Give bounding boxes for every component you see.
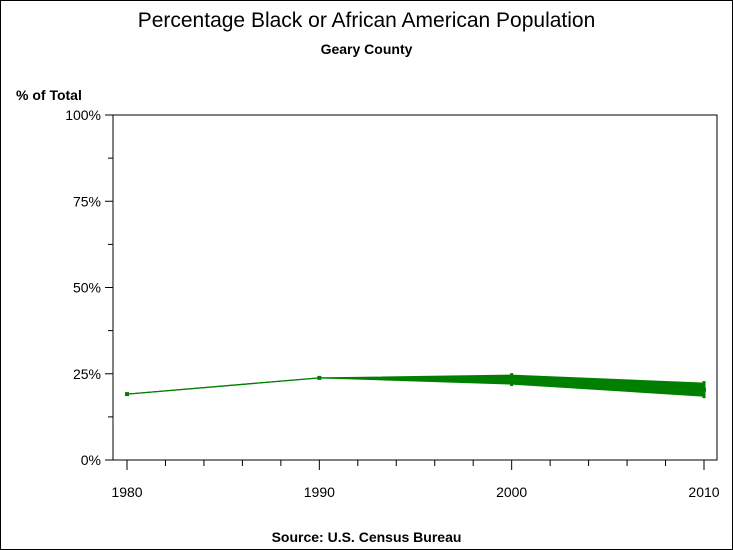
x-tick-label: 2010 <box>688 484 719 500</box>
y-tick-label: 100% <box>65 107 101 123</box>
chart-title: Percentage Black or African American Pop… <box>137 9 596 32</box>
series-line <box>126 377 705 395</box>
x-tick-label: 2000 <box>496 484 527 500</box>
chart-subtitle: Geary County <box>320 41 413 57</box>
data-point <box>125 392 129 397</box>
y-tick-label: 75% <box>73 193 101 209</box>
plot-frame <box>112 114 718 461</box>
data-point <box>317 375 322 380</box>
source-note: Source: U.S. Census Bureau <box>271 529 462 545</box>
y-tick-label: 50% <box>73 280 101 296</box>
x-tick-label: 1980 <box>111 484 142 500</box>
x-tick-label: 1990 <box>304 484 335 500</box>
y-tick-label: 25% <box>73 366 101 382</box>
y-tick-label: 0% <box>81 452 101 468</box>
y-axis-label: % of Total <box>16 87 82 103</box>
